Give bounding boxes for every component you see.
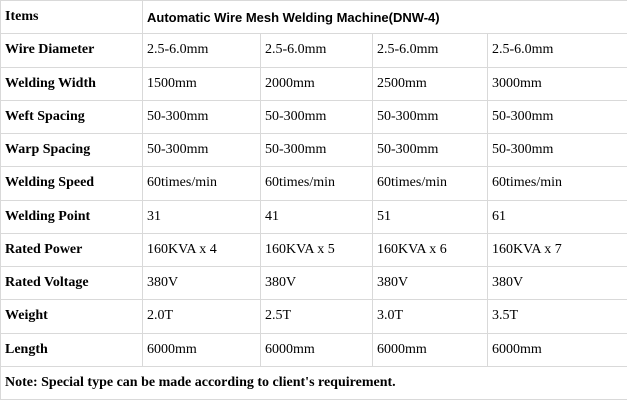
- table-row: Weft Spacing 50-300mm 50-300mm 50-300mm 50-3…: [0, 99, 627, 135]
- cell: 50-300mm: [372, 132, 488, 168]
- cell: 2.5-6.0mm: [260, 33, 373, 68]
- cell: 60times/min: [260, 166, 373, 201]
- table-row: Welding Speed 60times/min 60times/min 60tim…: [0, 166, 627, 201]
- table-row: Rated Power 160KVA x 4 160KVA x 5 160KVA x …: [0, 232, 627, 268]
- cell: 3.5T: [487, 299, 627, 334]
- row-label: Wire Diameter: [0, 33, 143, 68]
- cell: 6000mm: [260, 332, 373, 367]
- cell: 160KVA x 6: [372, 232, 488, 268]
- cell: 380V: [142, 265, 261, 301]
- cell: 2000mm: [260, 66, 373, 101]
- cell: 50-300mm: [260, 99, 373, 135]
- cell: 60times/min: [487, 166, 627, 201]
- table-row: Wire Diameter 2.5-6.0mm 2.5-6.0mm 2.5-6.0mm…: [0, 33, 627, 68]
- table-row: Weight 2.0T 2.5T 3.0T 3.5T: [0, 299, 627, 334]
- cell: 380V: [372, 265, 488, 301]
- row-label: Weft Spacing: [0, 99, 143, 135]
- cell: 380V: [487, 265, 627, 301]
- table-row: Warp Spacing 50-300mm 50-300mm 50-300mm 50-3…: [0, 132, 627, 168]
- cell: 160KVA x 5: [260, 232, 373, 268]
- cell: 3.0T: [372, 299, 488, 334]
- header-cell: Items: [0, 0, 143, 35]
- cell: 6000mm: [372, 332, 488, 367]
- cell: 380V: [260, 265, 373, 301]
- row-label: Length: [0, 332, 143, 367]
- cell: 61: [487, 199, 627, 234]
- cell: 50-300mm: [260, 132, 373, 168]
- cell: 41: [260, 199, 373, 234]
- cell: 31: [142, 199, 261, 234]
- cell: 50-300mm: [142, 132, 261, 168]
- cell: 60times/min: [372, 166, 488, 201]
- header-cell: Automatic Wire Mesh Welding Machine(DNW-…: [142, 0, 627, 35]
- cell: 2.0T: [142, 299, 261, 334]
- row-label: Rated Power: [0, 232, 143, 268]
- cell: 2.5T: [260, 299, 373, 334]
- cell: 2.5-6.0mm: [372, 33, 488, 68]
- cell: 3000mm: [487, 66, 627, 101]
- row-label: Warp Spacing: [0, 132, 143, 168]
- table-row: Welding Width 1500mm 2000mm 2500mm 3000mm: [0, 66, 627, 101]
- row-label: Welding Width: [0, 66, 143, 101]
- cell: 60times/min: [142, 166, 261, 201]
- row-label: Welding Point: [0, 199, 143, 234]
- cell: 6000mm: [142, 332, 261, 367]
- cell: 50-300mm: [487, 99, 627, 135]
- cell: 50-300mm: [142, 99, 261, 135]
- cell: 50-300mm: [487, 132, 627, 168]
- header-row: Items Automatic Wire Mesh Welding Machine…: [0, 0, 627, 35]
- cell: 2.5-6.0mm: [487, 33, 627, 68]
- table-row: Welding Point 31 41 51 61: [0, 199, 627, 234]
- row-label: Welding Speed: [0, 166, 143, 201]
- cell: 50-300mm: [372, 99, 488, 135]
- cell: 51: [372, 199, 488, 234]
- cell: 160KVA x 4: [142, 232, 261, 268]
- row-label: Weight: [0, 299, 143, 334]
- cell: 2.5-6.0mm: [142, 33, 261, 68]
- cell: 6000mm: [487, 332, 627, 367]
- note-row: Note: Special type can be made according…: [0, 365, 627, 400]
- table-row: Rated Voltage 380V 380V 380V 380V: [0, 265, 627, 301]
- cell: 160KVA x 7: [487, 232, 627, 268]
- table-row: Length 6000mm 6000mm 6000mm 6000mm: [0, 332, 627, 367]
- cell: 2500mm: [372, 66, 488, 101]
- note: Note: Special type can be made according…: [0, 365, 627, 400]
- cell: 1500mm: [142, 66, 261, 101]
- row-label: Rated Voltage: [0, 265, 143, 301]
